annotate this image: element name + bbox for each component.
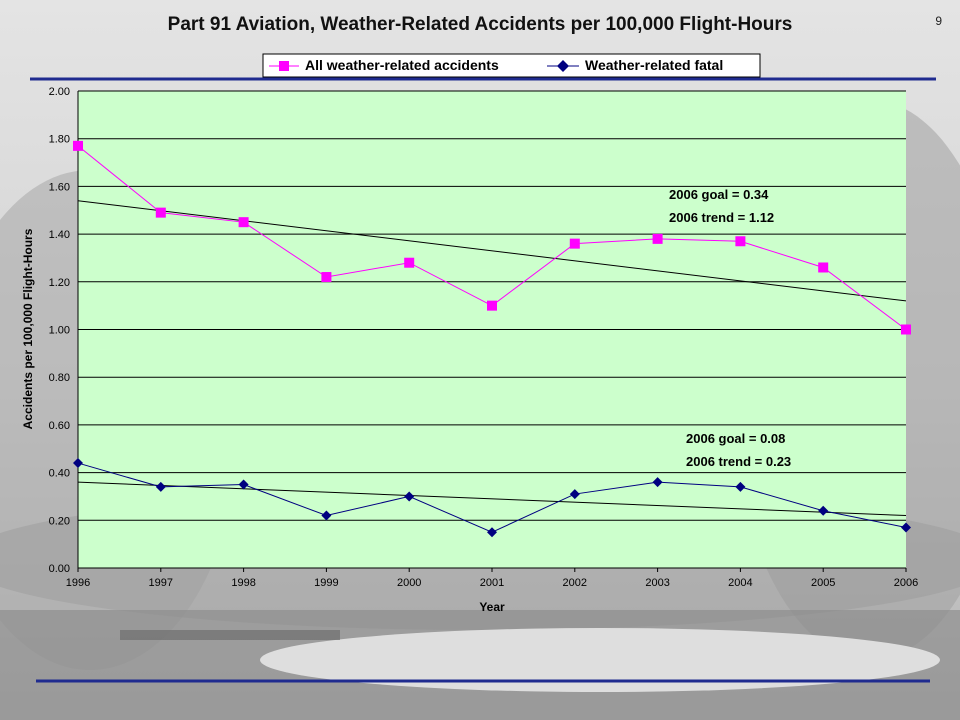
y-tick-label: 1.40	[49, 229, 70, 241]
gridlines	[78, 90, 906, 521]
legend-marker-accidents	[279, 61, 289, 71]
data-point-fatal	[73, 458, 83, 469]
x-tick-label: 2001	[480, 577, 504, 589]
y-tick-label: 1.00	[49, 325, 70, 337]
data-point-accidents	[569, 238, 580, 249]
data-point-fatal	[901, 522, 911, 533]
trend-lines	[77, 200, 907, 517]
data-point-fatal	[652, 477, 663, 488]
annotation-accidents-trend: 2006 trend = 1.12	[669, 210, 774, 225]
x-tick-label: 2000	[397, 577, 421, 589]
y-tick-label: 0.00	[49, 563, 70, 575]
x-tick-labels: 1996 1997 1998 1999 2000 2001 2002 2003 2004 2005…	[66, 568, 918, 589]
page-number: 9	[935, 14, 942, 28]
data-point-fatal	[321, 510, 332, 521]
annotation-fatal-goal: 2006 goal = 0.08	[686, 431, 785, 446]
data-point-fatal	[487, 527, 497, 538]
y-tick-label: 1.80	[49, 134, 70, 146]
y-tick-label: 0.40	[49, 468, 70, 480]
x-tick-label: 2005	[811, 577, 835, 589]
data-point-fatal	[735, 481, 746, 492]
y-tick-label: 1.60	[49, 181, 70, 193]
data-point-accidents	[404, 257, 415, 268]
legend-box	[262, 53, 761, 78]
annotation-fatal-trend: 2006 trend = 0.23	[686, 454, 791, 469]
y-tick-label: 1.20	[49, 277, 70, 289]
data-series	[73, 140, 911, 538]
data-point-fatal	[238, 479, 249, 490]
data-point-fatal	[569, 489, 580, 500]
x-tick-label: 2002	[563, 577, 587, 589]
data-point-accidents	[487, 300, 497, 311]
chart-title: Part 91 Aviation, Weather-Related Accide…	[167, 14, 793, 35]
legend-label-fatal: Weather-related fatal	[585, 57, 723, 73]
y-axis-title: Accidents per 100,000 Flight-Hours	[21, 228, 35, 429]
data-point-accidents	[155, 207, 166, 218]
data-point-accidents	[321, 272, 332, 283]
x-tick-label: 1998	[231, 577, 255, 589]
x-tick-label: 1996	[66, 577, 90, 589]
legend: All weather-related accidents Weather-re…	[262, 53, 761, 78]
x-tick-label: 1999	[314, 577, 338, 589]
y-tick-labels: 0.00 0.20 0.40 0.60 0.80 1.00 1.20 1.40 1.60 1.80…	[49, 86, 70, 575]
legend-label-accidents: All weather-related accidents	[305, 57, 499, 73]
trend-line-fatal	[77, 481, 907, 517]
x-tick-label: 2004	[728, 577, 752, 589]
trend-line-accidents	[77, 200, 907, 302]
x-tick-label: 2006	[894, 577, 918, 589]
data-point-accidents	[735, 236, 746, 247]
y-tick-label: 0.80	[49, 372, 70, 384]
x-axis-title: Year	[479, 600, 505, 614]
data-point-accidents	[818, 262, 829, 273]
x-tick-label: 1997	[149, 577, 173, 589]
legend-marker-fatal	[557, 60, 569, 72]
y-tick-label: 2.00	[49, 86, 70, 98]
data-point-accidents	[901, 324, 911, 335]
data-point-fatal	[404, 491, 415, 502]
data-point-accidents	[652, 233, 663, 244]
data-point-fatal	[155, 481, 166, 492]
data-point-fatal	[818, 505, 829, 516]
y-tick-label: 0.20	[49, 515, 70, 527]
annotation-accidents-goal: 2006 goal = 0.34	[669, 187, 769, 202]
x-tick-label: 2003	[645, 577, 669, 589]
data-point-accidents	[73, 140, 83, 151]
y-tick-label: 0.60	[49, 420, 70, 432]
data-point-accidents	[238, 217, 249, 228]
